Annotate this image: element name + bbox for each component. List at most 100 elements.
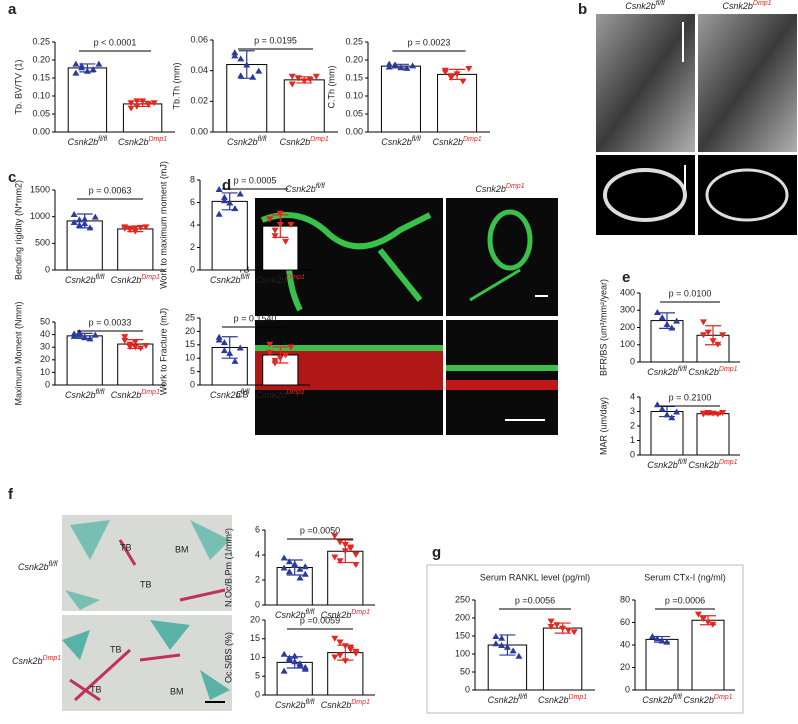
data-point	[220, 347, 228, 354]
data-point	[75, 221, 83, 228]
error-bar	[76, 213, 93, 229]
y-tick-label: 2	[255, 574, 260, 584]
data-point	[280, 650, 288, 657]
y-tick-label: 0	[190, 264, 195, 274]
gene-name: Csnk2b	[65, 390, 96, 400]
bar	[283, 79, 325, 133]
error-bar	[272, 214, 289, 238]
error-bar	[127, 225, 144, 233]
y-axis-label: MAR (um/day)	[598, 397, 608, 455]
calcein-label	[469, 268, 521, 302]
gene-name: Csnk2b	[210, 275, 241, 285]
data-point	[266, 349, 274, 356]
y-tick-label: 4	[255, 549, 260, 559]
y-tick-label: 0.20	[32, 54, 50, 64]
y-tick-label: 0	[465, 684, 470, 694]
bar	[66, 335, 103, 386]
error-bar	[554, 622, 571, 634]
bar	[380, 65, 421, 133]
y-tick-label: 0.25	[345, 36, 363, 46]
gene-name: Csnk2b	[285, 184, 316, 194]
gene-name: Csnk2b	[210, 390, 241, 400]
genotype-label: Csnk2bDmp1	[256, 389, 305, 400]
y-tick-label: 20	[40, 354, 50, 364]
data-point	[498, 642, 506, 648]
region-label: TB	[110, 644, 122, 654]
allele: fl/fl	[678, 459, 687, 466]
y-tick-label: 0	[630, 449, 635, 459]
data-point	[70, 332, 78, 339]
data-point	[347, 645, 355, 652]
p-value: p = 0.0195	[254, 35, 297, 45]
data-point	[91, 331, 99, 338]
data-point	[72, 60, 80, 67]
data-point	[288, 81, 296, 88]
chart-title: Serum RANKL level (pg/ml)	[480, 572, 590, 582]
genotype-label: Csnk2bDmp1	[118, 136, 167, 147]
y-tick-label: 0	[45, 379, 50, 389]
data-point	[285, 656, 293, 663]
p-value: p =0.0050	[300, 525, 340, 535]
y-tick-label: 0	[630, 356, 635, 366]
data-point	[127, 100, 135, 107]
data-point	[385, 63, 393, 70]
data-point	[658, 405, 666, 412]
region-label: BM	[175, 544, 189, 554]
region-label: TB	[140, 579, 152, 589]
panel-label: c	[8, 169, 16, 186]
panel-label: b	[578, 1, 587, 18]
gene-name: Csnk2b	[488, 695, 519, 705]
data-point	[236, 344, 244, 351]
data-point	[547, 624, 555, 630]
data-point	[150, 100, 158, 107]
allele: fl/fl	[305, 699, 314, 706]
allele: Dmp1	[141, 389, 160, 396]
y-tick-label: 1000	[30, 211, 50, 221]
data-point	[266, 216, 274, 223]
region-label: BM	[170, 686, 184, 696]
genotype-label: Csnk2bDmp1	[111, 389, 160, 400]
y-tick-label: 0.05	[32, 108, 50, 118]
y-axis-label: Tb. BV/TV (1)	[13, 59, 23, 114]
bar	[696, 413, 730, 456]
error-bar	[272, 346, 289, 364]
gene-name: Csnk2b	[111, 275, 142, 285]
microct-image	[596, 14, 695, 152]
gene-name: Csnk2b	[111, 390, 142, 400]
genotype-label: Csnk2bDmp1	[722, 0, 771, 11]
gene-name: Csnk2b	[65, 275, 96, 285]
genotype-label: Csnk2bDmp1	[538, 694, 587, 705]
data-point	[336, 639, 344, 646]
y-tick-label: 50	[460, 666, 470, 676]
data-point	[699, 319, 707, 326]
y-tick-label: 1500	[30, 184, 50, 194]
error-bar	[286, 656, 303, 669]
genotype-label: Csnk2bfl/fl	[488, 694, 528, 705]
allele: Dmp1	[351, 699, 370, 706]
p-value: p =0.0056	[515, 595, 555, 605]
allele: fl/fl	[95, 389, 104, 396]
data-point	[564, 627, 572, 634]
bar	[691, 619, 725, 691]
allele: fl/fl	[673, 694, 682, 701]
allele: Dmp1	[506, 183, 525, 190]
data-point	[271, 227, 279, 234]
data-point	[352, 562, 360, 568]
allele: fl/fl	[305, 609, 314, 616]
error-bar	[392, 63, 409, 69]
gene-name: Csnk2b	[256, 275, 287, 285]
y-axis-label: Work to Fracture (mJ)	[158, 308, 168, 395]
bone-section	[705, 168, 789, 222]
bar	[211, 200, 248, 271]
data-point	[126, 341, 134, 348]
y-tick-label: 15	[250, 633, 260, 643]
data-point	[570, 629, 578, 636]
panel-label: a	[8, 1, 17, 18]
data-point	[220, 197, 228, 204]
genotype-label: Csnk2bfl/fl	[65, 274, 105, 285]
gene-name: Csnk2b	[321, 700, 352, 710]
data-point	[285, 568, 293, 575]
allele: fl/fl	[95, 274, 104, 281]
genotype-label: Csnk2bfl/fl	[381, 136, 421, 147]
stain	[65, 520, 230, 610]
